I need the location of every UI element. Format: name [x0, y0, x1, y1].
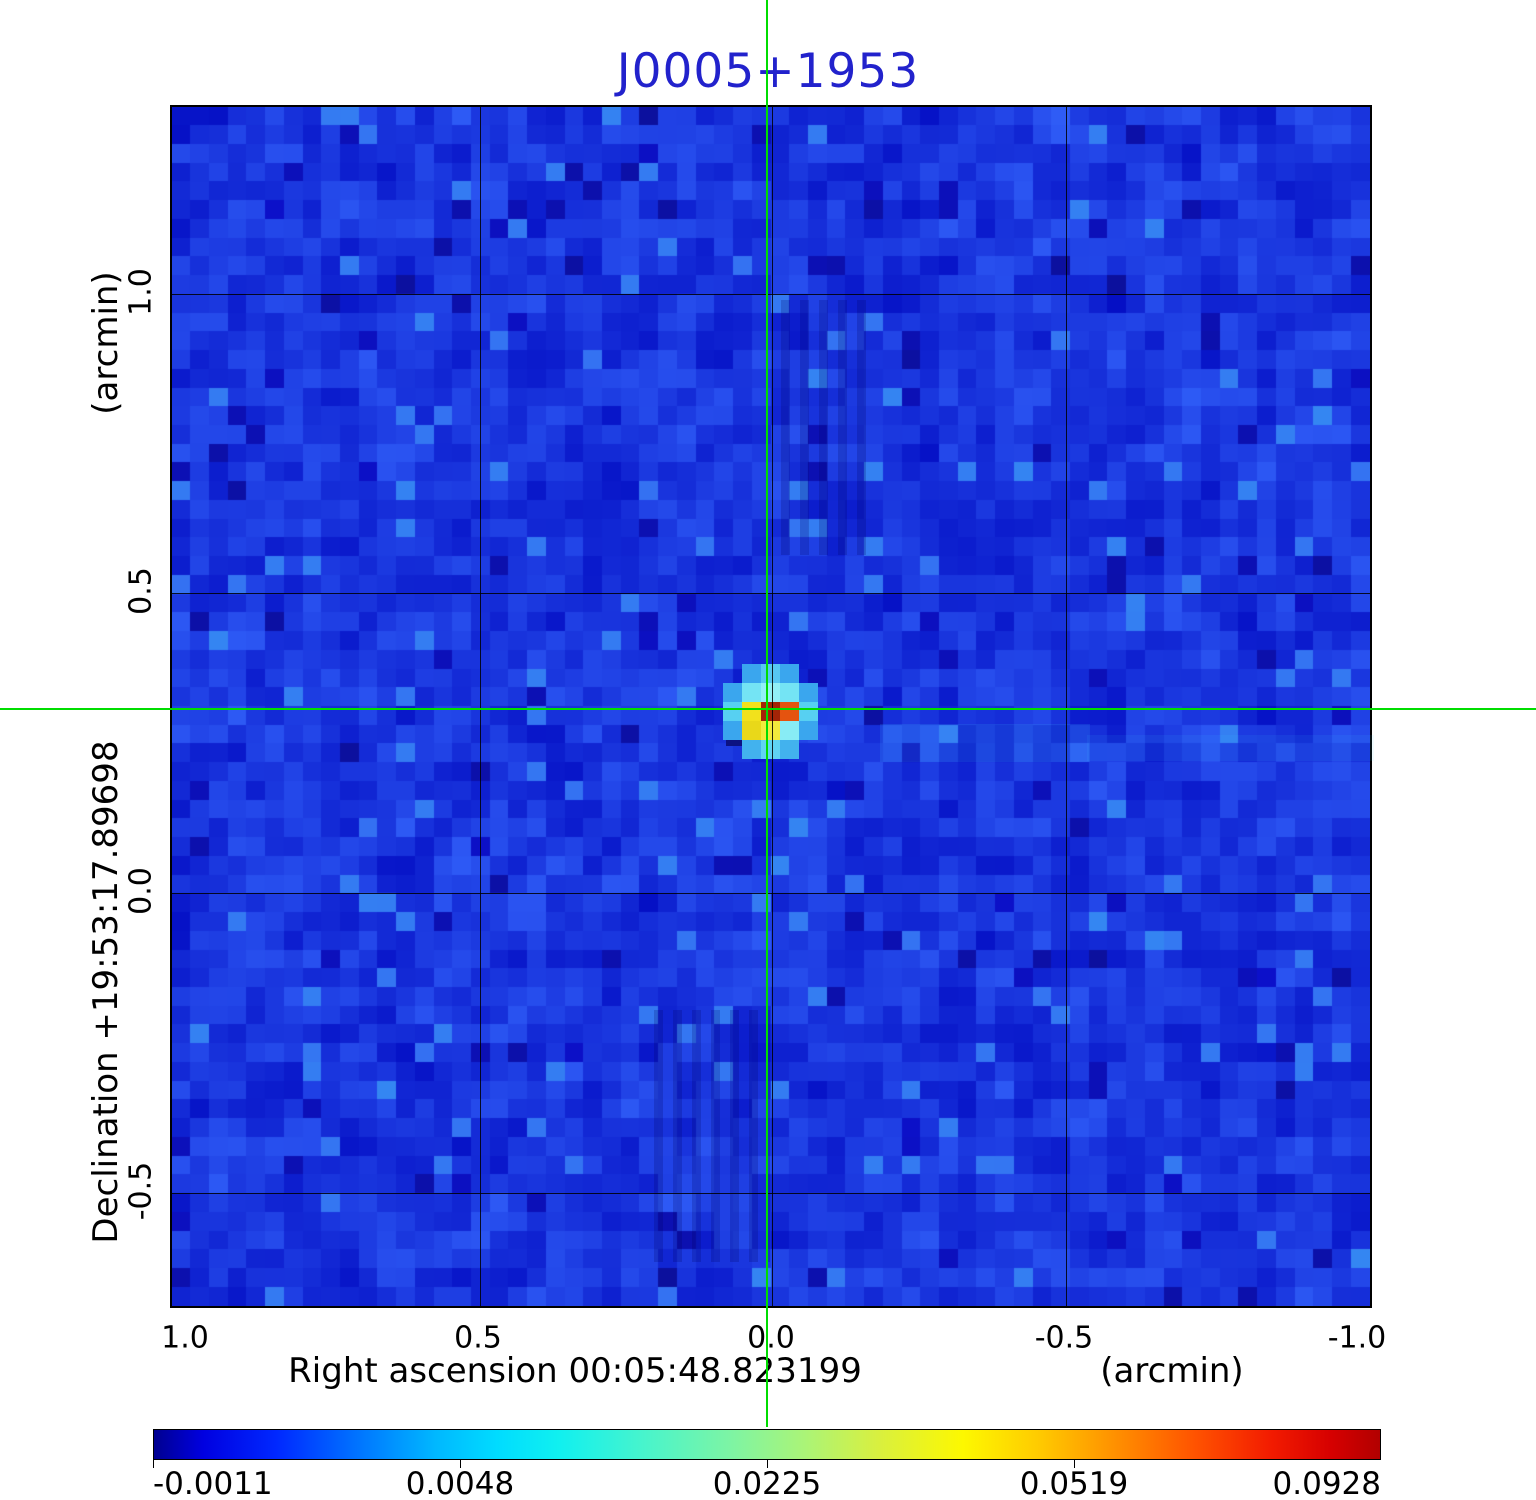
y-tick-label: 1.0 [123, 268, 159, 316]
source-pixel [723, 683, 742, 702]
colorbar-tick-label: 0.0225 [712, 1466, 822, 1500]
colorbar-tick-label: 0.0519 [1019, 1466, 1129, 1500]
y-tick-label: 0.0 [123, 867, 159, 915]
gridline-horizontal [172, 893, 1370, 894]
source-pixel [799, 683, 818, 702]
colorbar-tick-label: 0.0928 [1272, 1466, 1381, 1500]
source-pixel [761, 721, 780, 740]
colorbar-tick-label: -0.0011 [153, 1466, 273, 1500]
colorbar-tick [153, 1460, 154, 1468]
source-pixel [742, 740, 761, 759]
source-pixel [742, 702, 761, 721]
colorbar-tick [460, 1460, 461, 1468]
source-pixel [780, 664, 799, 683]
colorbar-tick [1074, 1460, 1075, 1468]
source-pixel [780, 740, 799, 759]
gridline-vertical [772, 107, 773, 1306]
source-pixel [742, 721, 761, 740]
y-axis-unit: (arcmin) [86, 271, 126, 415]
colorbar[interactable] [153, 1429, 1381, 1460]
source-pixel [761, 664, 780, 683]
gridline-horizontal [172, 593, 1370, 594]
source-pixel [780, 702, 799, 721]
source-pixel [780, 683, 799, 702]
source-pixel [723, 721, 742, 740]
y-axis-title: Declination +19:53:17.89698 [86, 740, 126, 1244]
x-tick-label: -0.5 [1034, 1320, 1094, 1356]
source-pixel [742, 683, 761, 702]
source-pixel [799, 702, 818, 721]
gridline-vertical [480, 107, 481, 1306]
source-pixel [723, 702, 742, 721]
source-pixel [761, 702, 780, 721]
y-tick-label: -0.5 [123, 1161, 159, 1221]
sky-image-panel[interactable] [170, 105, 1374, 1308]
x-tick-label: 1.0 [161, 1320, 209, 1356]
page-title: J0005+1953 [616, 44, 920, 99]
x-tick-label: 0.5 [454, 1320, 502, 1356]
colorbar-tick-label: 0.0048 [405, 1466, 515, 1500]
source-pixel [742, 664, 761, 683]
x-tick-label: 0.0 [747, 1320, 795, 1356]
gridline-vertical [1066, 107, 1067, 1306]
y-tick-label: 0.5 [123, 567, 159, 615]
source-pixel [799, 721, 818, 740]
x-axis-title: Right ascension 00:05:48.823199 [288, 1351, 862, 1391]
x-tick-label: -1.0 [1327, 1320, 1387, 1356]
source-pixel [761, 740, 780, 759]
colorbar-tick [767, 1460, 768, 1468]
gridline-horizontal [172, 294, 1370, 295]
x-axis-unit: (arcmin) [1100, 1351, 1244, 1391]
source-pixel [761, 683, 780, 702]
source-pixel [780, 721, 799, 740]
gridline-horizontal [172, 1193, 1370, 1194]
